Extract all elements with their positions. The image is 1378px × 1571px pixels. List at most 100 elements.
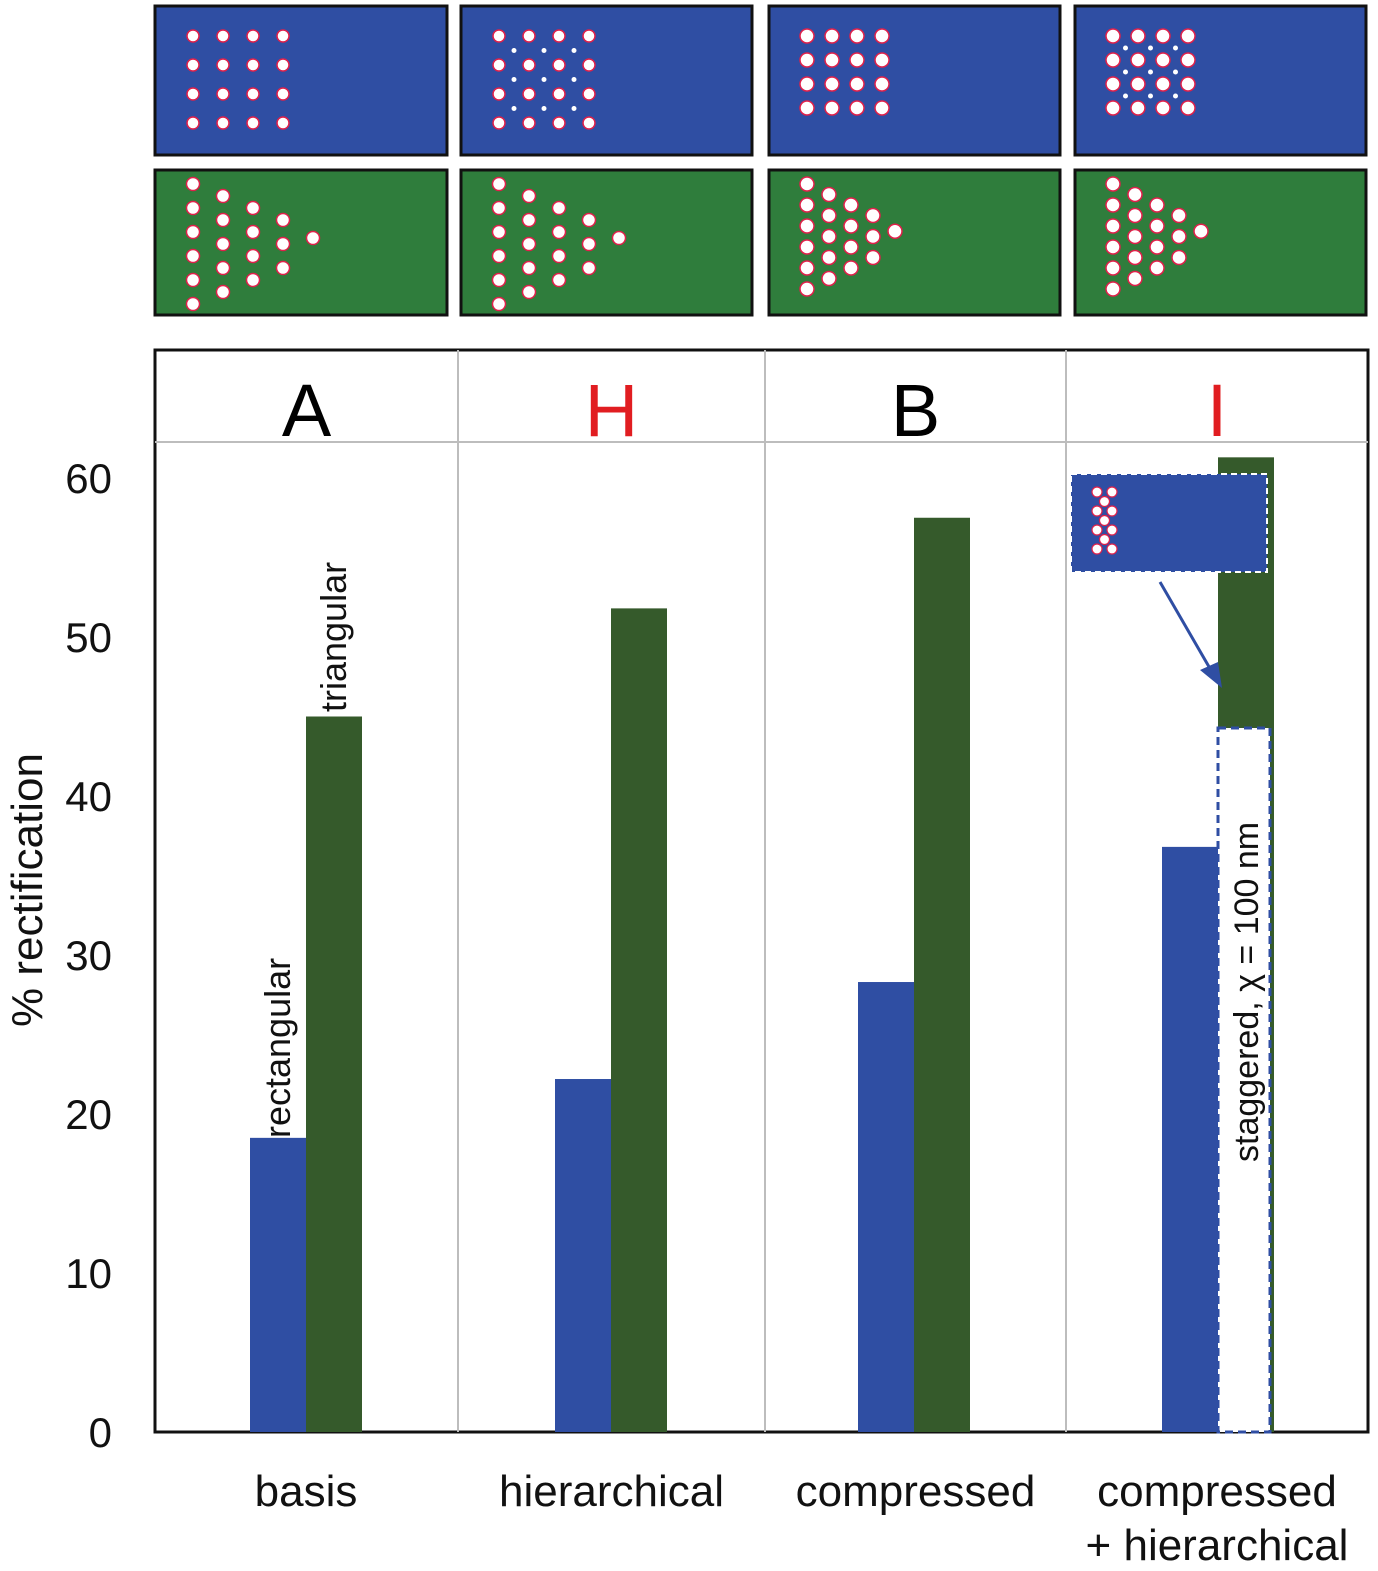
pore-dot [1105,239,1121,255]
pore-dot [799,260,815,276]
pore-dot [245,272,261,288]
pore-dot [582,58,596,72]
pore-dot [824,52,840,68]
rectangular-bar-2 [555,1079,611,1432]
small-pore-dot [541,48,547,53]
pore-dot [276,58,290,72]
pore-dot [215,236,231,252]
pore-dot [1155,100,1171,116]
rectangular-panel [1073,4,1368,157]
pore-dot [582,87,596,101]
pore-dot [1105,197,1121,213]
y-tick-label: 10 [65,1250,112,1297]
staggered-annotation: staggered, χ = 100 nm [1228,822,1266,1162]
y-tick-label: 40 [65,773,112,820]
pore-dot [552,116,566,130]
pore-dot [611,230,627,246]
pore-dot [799,28,815,44]
pore-dot [276,29,290,43]
pore-dot [491,272,507,288]
pore-dot [186,87,200,101]
rectangular-schematic-4 [1073,4,1368,157]
pore-dot [874,76,890,92]
pore-dot [185,224,201,240]
pore-dot [215,260,231,276]
pore-dot [799,100,815,116]
small-pore-dot [1123,69,1128,75]
y-axis-label: % rectification [3,753,52,1027]
pore-dot [185,296,201,312]
x-category-label: + hierarchical [1086,1521,1349,1570]
pore-dot [551,224,567,240]
series-label-rectangular: rectangular [257,958,298,1138]
pore-dot [874,28,890,44]
y-tick-label: 50 [65,614,112,661]
pore-dot [491,224,507,240]
x-category-label: compressed [796,1467,1036,1516]
staggered-bar-outline [1216,726,1272,1434]
schematic-panels [153,4,1368,317]
pore-dot [1098,495,1111,508]
pore-dot [1127,207,1143,224]
pore-dot [1127,249,1143,266]
pore-dot [521,284,537,300]
rectangular-schematic-3 [767,4,1062,157]
pore-dot [799,218,815,234]
header-letter-B: B [891,369,940,452]
pore-dot [799,76,815,92]
pore-dot [874,52,890,68]
x-category-label: basis [255,1467,358,1516]
pore-dot [1127,186,1143,203]
header-letter-H: H [585,369,638,452]
pore-dot [186,116,200,130]
rectangular-schematic-1 [153,4,449,157]
pore-dot [849,52,865,68]
x-category-label: hierarchical [499,1467,724,1516]
pore-dot [799,281,815,297]
pore-dot [1155,76,1171,92]
pore-dot [821,228,837,245]
small-pore-dot [1148,93,1153,99]
pore-dot [522,116,536,130]
plot-frame [153,348,1370,1434]
pore-dot [1091,524,1103,536]
pore-dot [799,197,815,213]
pore-dot [185,248,201,264]
pore-dot [491,176,507,192]
pore-dot [552,87,566,101]
pore-dot [246,29,260,43]
pore-dot [521,260,537,276]
pore-dot [245,248,261,264]
pore-dot [276,116,290,130]
rectangular-bar-3 [858,982,914,1432]
pore-dot [491,296,507,312]
pore-dot [551,248,567,264]
x-category-label: compressed [1097,1467,1337,1516]
pore-dot [216,58,230,72]
pore-dot [1180,52,1196,68]
pore-dot [522,58,536,72]
pore-dot [521,236,537,252]
pore-dot [1106,486,1118,498]
pore-dot [305,230,321,246]
pore-dot [1105,52,1121,68]
small-pore-dot [541,77,547,82]
pore-dot [185,176,201,192]
pore-dot [492,87,506,101]
pore-dot [215,284,231,300]
pore-dot [216,29,230,43]
small-pore-dot [1148,69,1153,75]
triangular-panel [1073,168,1368,317]
rectangular-bar-1 [250,1137,306,1432]
pore-dot [1171,207,1187,224]
pore-dot [865,228,881,245]
triangular-bar-1 [306,716,362,1432]
header-letter-I: I [1207,369,1228,452]
y-tick-label: 60 [65,455,112,502]
pore-dot [843,260,859,276]
pore-dot [1106,543,1118,555]
pore-dot [185,272,201,288]
rectangular-panel [459,4,754,157]
pore-dot [582,29,596,43]
triangular-schematic-2 [459,168,754,317]
